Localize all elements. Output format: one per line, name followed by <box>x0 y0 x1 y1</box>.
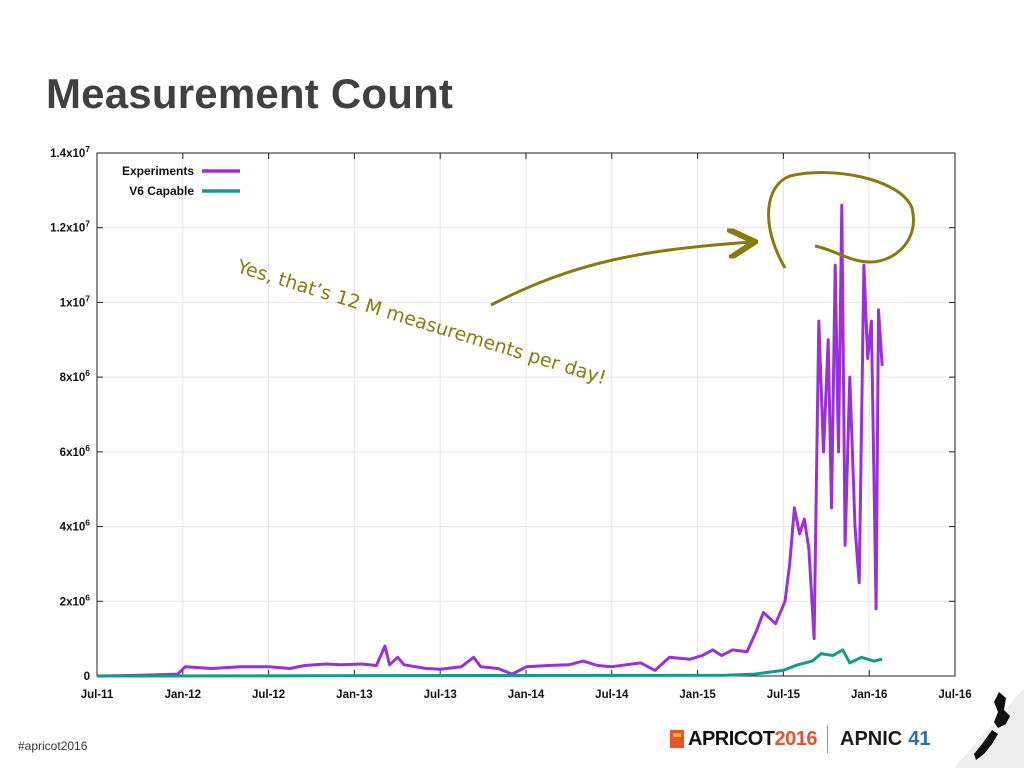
new-zealand-map-icon <box>954 688 1024 768</box>
apricot-year: 2016 <box>774 727 818 750</box>
series-layer <box>96 203 884 678</box>
y-tick-label: 4x106 <box>60 518 91 534</box>
logo-divider <box>827 725 828 753</box>
legend-label-v6-capable: V6 Capable <box>129 184 194 198</box>
annotation: Yes, that’s 12 M measurements per day! <box>234 171 915 389</box>
series-line-experiments <box>96 203 884 678</box>
y-tick-label: 0 <box>84 671 90 683</box>
y-tick-label: 8x106 <box>60 368 91 384</box>
x-tick-label: Jan-13 <box>336 689 372 701</box>
x-tick-label: Jul-13 <box>424 689 457 701</box>
y-tick-label: 1.4x107 <box>50 144 90 160</box>
y-tick-label: 1x107 <box>60 293 91 309</box>
annotation-circle <box>767 171 915 269</box>
x-tick-label: Jan-14 <box>508 689 545 701</box>
legend: Experiments V6 Capable <box>122 164 240 198</box>
apricot-word: APRICOT <box>688 727 775 750</box>
axes: Jul-11 Jan-12 Jul-12 Jan-13 Jul-13 Jan-14 Jul-… <box>50 144 972 701</box>
x-tick-label: Jul-16 <box>938 689 971 701</box>
apricot-logo-icon <box>670 730 684 748</box>
annotation-arrow <box>490 242 752 307</box>
apricot-logo-text: APRICOT2016 <box>688 728 817 751</box>
footer-logos: APRICOT2016 APNIC 41 <box>670 724 930 754</box>
x-tick-label: Jan-16 <box>851 689 887 701</box>
series-line-v6-capable <box>96 648 883 678</box>
x-tick-label: Jul-15 <box>767 689 801 701</box>
y-tick-label: 2x106 <box>60 592 91 608</box>
y-tick-label: 1.2x107 <box>50 219 90 235</box>
x-tick-label: Jul-11 <box>81 689 114 701</box>
slide-title: Measurement Count <box>46 70 454 117</box>
apnic-logo-number: 41 <box>908 727 931 750</box>
footer-hashtag: #apricot2016 <box>18 739 88 753</box>
x-tick-label: Jul-12 <box>252 689 285 701</box>
legend-label-experiments: Experiments <box>122 164 194 178</box>
annotation-text: Yes, that’s 12 M measurements per day! <box>234 255 609 389</box>
y-tick-label: 6x106 <box>60 443 91 459</box>
x-tick-label: Jan-15 <box>679 689 716 701</box>
apnic-logo-text: APNIC <box>840 727 903 750</box>
x-tick-label: Jan-12 <box>165 689 201 701</box>
x-tick-label: Jul-14 <box>595 689 629 701</box>
